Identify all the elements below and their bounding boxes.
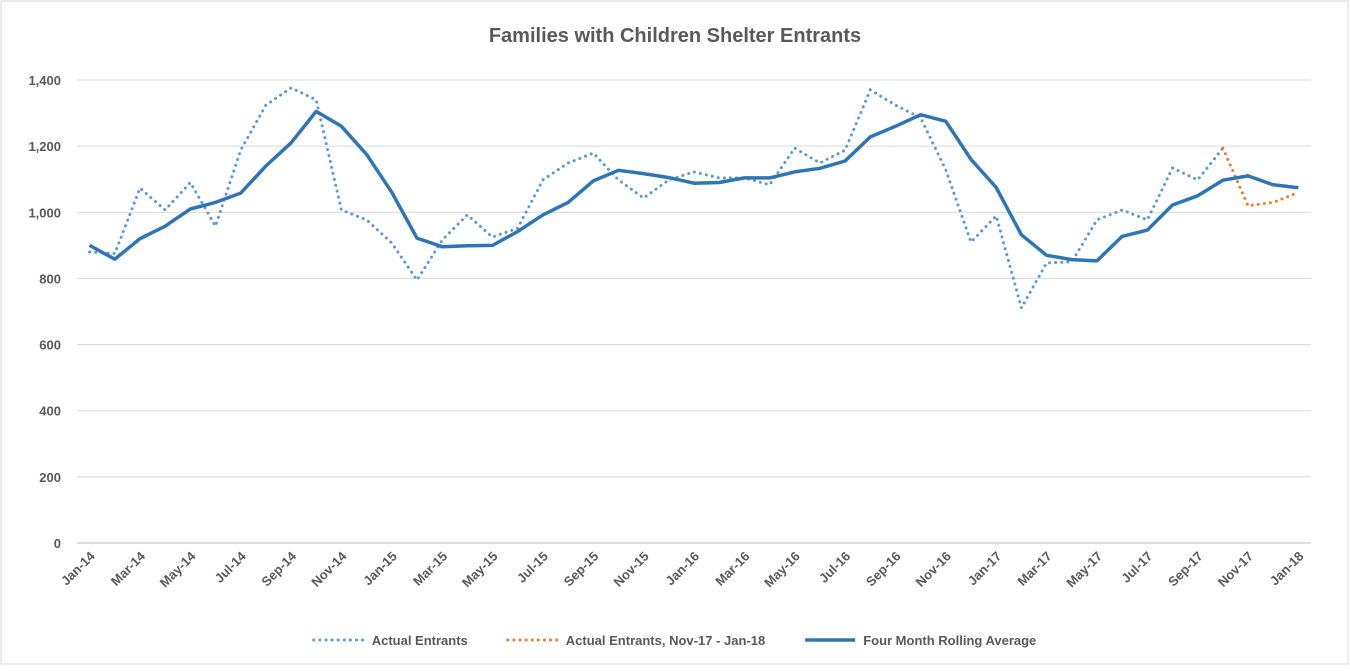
legend: Actual Entrants Actual Entrants, Nov-17 -…: [312, 633, 1036, 648]
y-tick-label: 800: [39, 271, 61, 286]
chart-title: Families with Children Shelter Entrants: [489, 25, 861, 47]
y-tick-label: 1,400: [28, 73, 61, 88]
legend-label: Four Month Rolling Average: [863, 633, 1036, 648]
legend-label: Actual Entrants: [372, 633, 468, 648]
y-tick-label: 600: [39, 338, 61, 353]
legend-label: Actual Entrants, Nov-17 - Jan-18: [566, 633, 765, 648]
y-tick-label: 1,200: [28, 139, 61, 154]
series-line: [88, 109, 1299, 263]
y-tick-label: 1,000: [28, 205, 61, 220]
y-tick-label: 200: [39, 470, 61, 485]
series-line: [88, 86, 1225, 312]
y-tick-label: 400: [39, 404, 61, 419]
y-tick-label: 0: [54, 536, 61, 551]
